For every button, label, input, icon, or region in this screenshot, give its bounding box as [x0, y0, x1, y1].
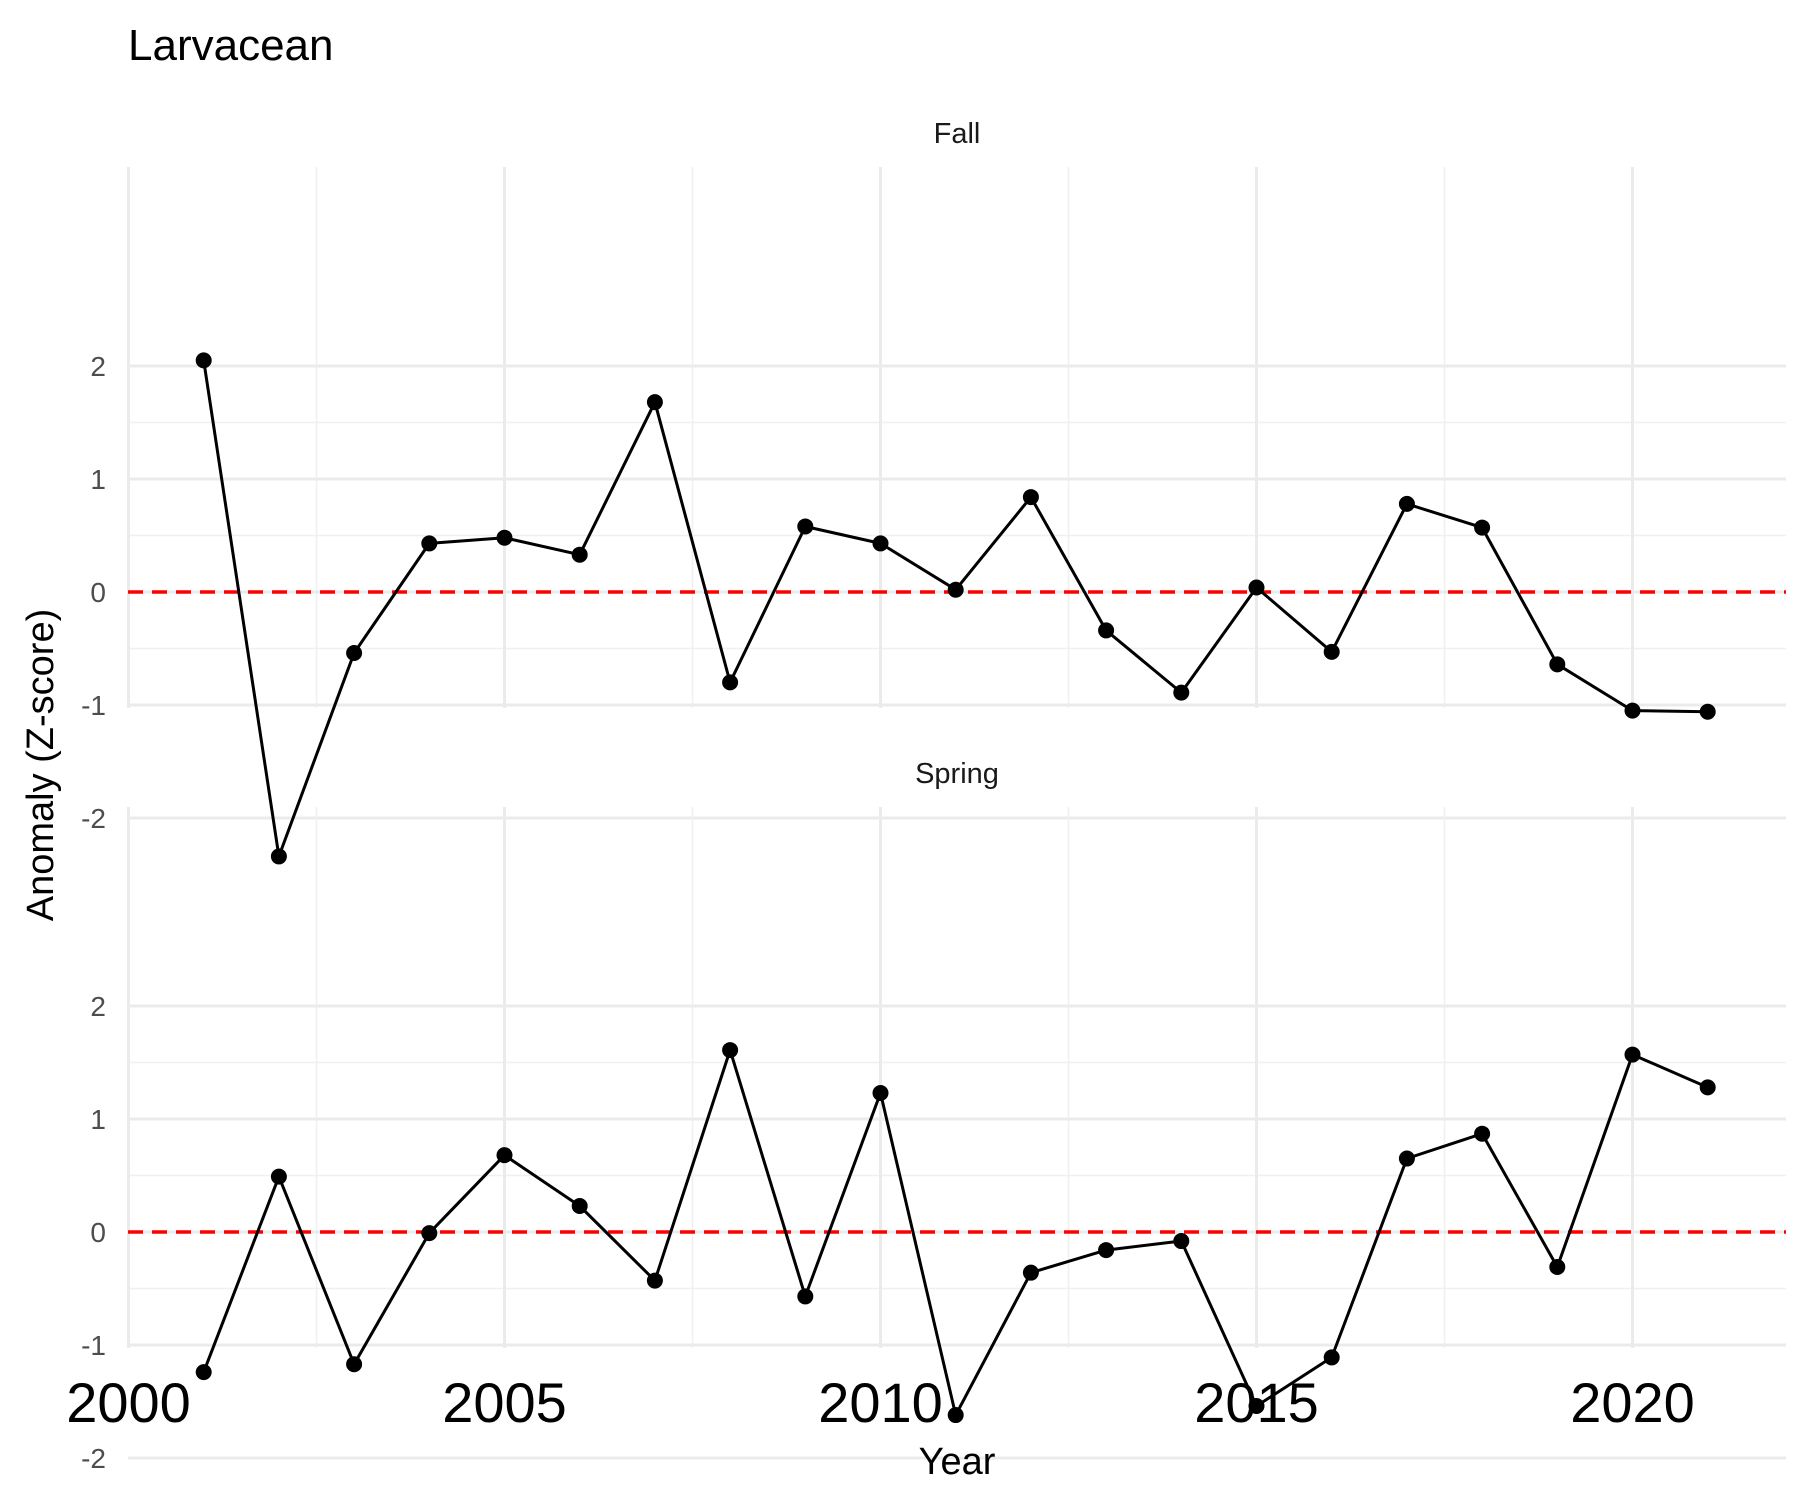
panel-spring: -2 -1 0 1 2 Spring: [81, 758, 1786, 1474]
data-point: [1098, 1242, 1115, 1259]
data-point: [1398, 1150, 1415, 1167]
data-point: [1323, 1349, 1340, 1366]
data-point: [571, 1198, 588, 1215]
x-tick-label: 2020: [1570, 1371, 1695, 1434]
x-tick-label: 2015: [1194, 1371, 1319, 1434]
data-point: [797, 1288, 814, 1305]
x-tick-labels: 2000 2005 2010 2015 2020: [66, 1371, 1695, 1434]
y-tick-label: 1: [90, 1104, 106, 1135]
x-axis-label: Year: [919, 1441, 996, 1483]
grid-minor: [128, 807, 1786, 1348]
data-point: [947, 1407, 964, 1424]
y-tick-label: 0: [90, 1217, 106, 1248]
chart-title: Larvacean: [128, 21, 333, 70]
data-points: [195, 352, 1716, 865]
grid-major: [127, 167, 1786, 820]
data-point: [1098, 622, 1115, 639]
data-point: [722, 674, 739, 691]
data-point: [1699, 703, 1716, 720]
data-point: [722, 1042, 739, 1059]
y-tick-label: -1: [81, 1330, 106, 1361]
data-point: [1474, 519, 1491, 536]
y-tick-label: -2: [81, 1443, 106, 1474]
data-point: [496, 1147, 513, 1164]
y-tick-label: 0: [90, 577, 106, 608]
data-points: [195, 1042, 1716, 1424]
y-tick-label: 1: [90, 464, 106, 495]
data-point: [270, 848, 287, 865]
data-point: [1173, 1233, 1190, 1250]
data-point: [421, 1225, 438, 1242]
x-tick-label: 2005: [442, 1371, 567, 1434]
data-point: [1474, 1125, 1491, 1142]
data-point: [1398, 495, 1415, 512]
data-point: [1549, 656, 1566, 673]
y-axis-label: Anomaly (Z-score): [20, 609, 62, 922]
data-point: [496, 529, 513, 546]
grid-major: [127, 807, 1786, 1460]
y-tick-label: 2: [90, 351, 106, 382]
data-point: [1248, 1398, 1265, 1415]
panel-fall: -2 -1 0 1 2 Fall: [81, 118, 1786, 865]
data-point: [646, 394, 663, 411]
y-tick-label: -1: [81, 690, 106, 721]
x-tick-label: 2000: [66, 1371, 191, 1434]
data-point: [1699, 1079, 1716, 1096]
x-tick-label: 2010: [818, 1371, 943, 1434]
data-point: [1624, 1046, 1641, 1063]
y-tick-labels: -2 -1 0 1 2: [81, 351, 106, 834]
data-point: [872, 535, 889, 552]
data-point: [346, 645, 363, 662]
data-point: [1323, 643, 1340, 660]
data-point: [346, 1356, 363, 1373]
grid-minor: [128, 167, 1786, 708]
data-point: [1022, 489, 1039, 506]
panel-label-fall: Fall: [934, 118, 981, 150]
data-point: [270, 1168, 287, 1185]
data-point: [1248, 579, 1265, 596]
data-point: [872, 1085, 889, 1102]
data-point: [947, 581, 964, 598]
y-tick-label: -2: [81, 803, 106, 834]
data-point: [1624, 702, 1641, 719]
data-point: [797, 518, 814, 535]
data-point: [571, 546, 588, 563]
data-point: [646, 1272, 663, 1289]
data-point: [195, 352, 212, 369]
data-point: [1549, 1259, 1566, 1276]
panel-label-spring: Spring: [915, 758, 999, 790]
data-point: [195, 1364, 212, 1381]
data-point: [1022, 1264, 1039, 1281]
data-point: [1173, 684, 1190, 701]
y-tick-labels: -2 -1 0 1 2: [81, 991, 106, 1474]
y-tick-label: 2: [90, 991, 106, 1022]
data-point: [421, 535, 438, 552]
